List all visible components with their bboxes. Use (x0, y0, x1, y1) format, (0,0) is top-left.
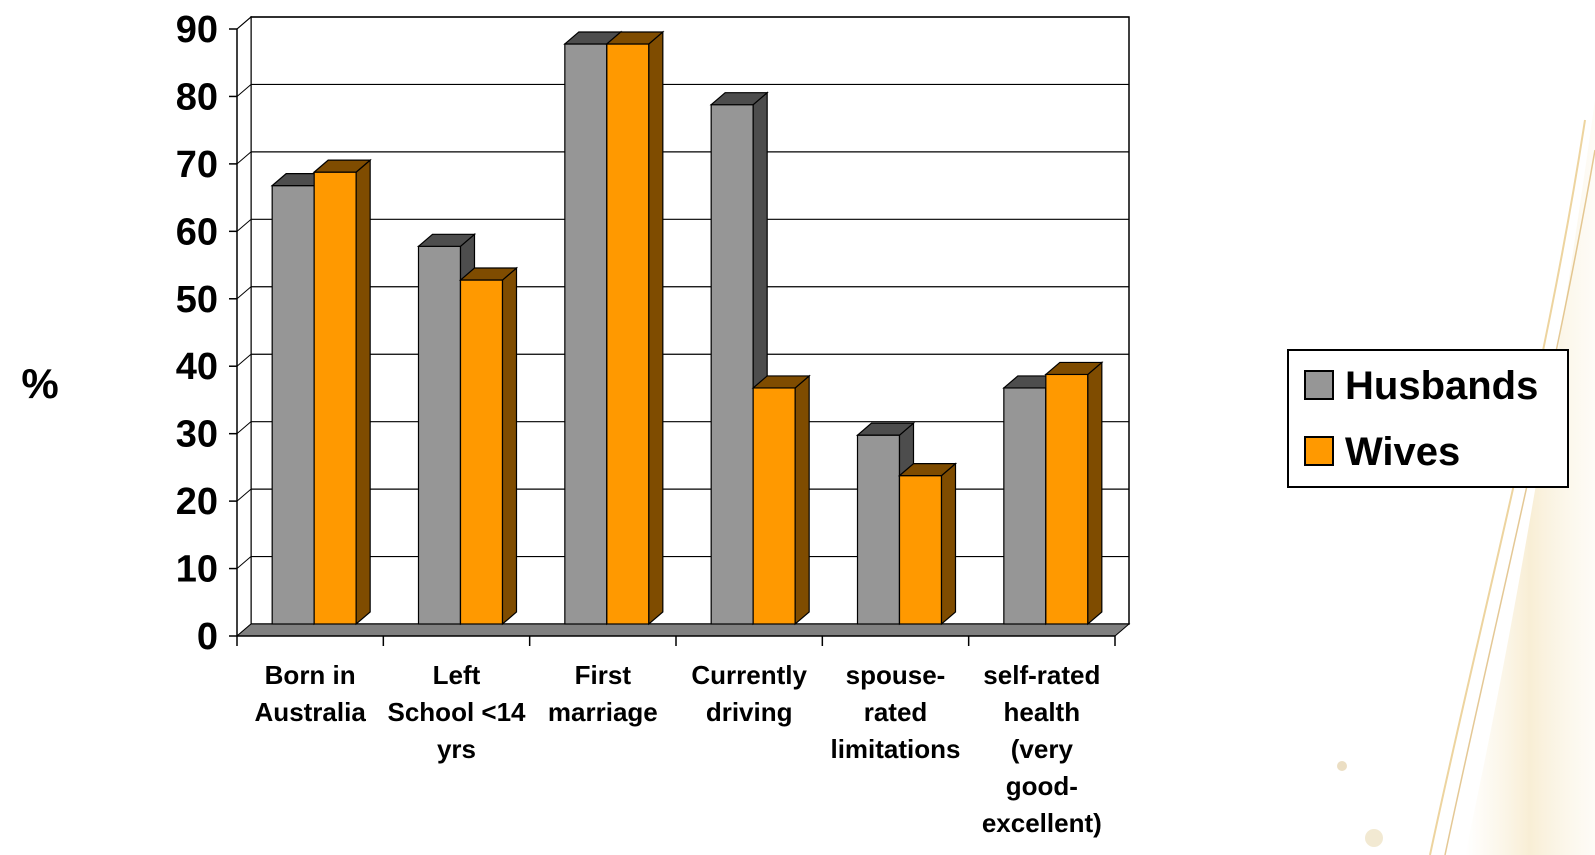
y-tick-label: 30 (176, 414, 218, 456)
gridline-side (236, 353, 252, 367)
bars (270, 30, 1104, 626)
plot-area (236, 15, 1130, 638)
side-wall (236, 15, 252, 638)
background-swoosh (1337, 100, 1595, 855)
legend-label: Wives (1345, 430, 1460, 474)
y-tick-label: 60 (176, 211, 218, 253)
x-tick-label: self-rated health (very good-excellent) (982, 660, 1102, 838)
bar-wives-2 (605, 30, 665, 626)
bar-wives-0 (312, 158, 372, 626)
y-tick-label: 80 (176, 76, 218, 118)
x-tick-label: spouse-rated limitations (830, 660, 960, 764)
gridlines (236, 16, 1129, 569)
y-tick-label: 0 (197, 616, 218, 658)
gridline-side (236, 84, 252, 97)
y-tick-labels: 0 10 20 30 40 50 60 70 80 90 (176, 9, 218, 658)
x-tick-labels: Born in Australia Left School <14 yrs First ma… (255, 660, 1102, 838)
y-axis-label: % (21, 360, 58, 407)
bar-wives-4 (897, 462, 958, 626)
back-wall (250, 16, 1130, 625)
legend-swatch (1304, 370, 1334, 400)
legend-box (1287, 349, 1569, 488)
bar-wives-3 (751, 374, 811, 626)
y-tick-label: 90 (176, 9, 218, 51)
legend: Husbands Wives (1287, 349, 1569, 488)
gridline-side (236, 488, 252, 502)
bar-wives-5 (1044, 361, 1104, 626)
x-tick-label: Left School <14 yrs (388, 660, 527, 764)
gridline-side (236, 151, 252, 165)
y-tick-label: 50 (176, 279, 218, 321)
y-tick-label: 40 (176, 346, 218, 388)
gridline-side (236, 16, 252, 30)
bar-wives-1 (458, 266, 519, 626)
x-tick-label: First marriage (548, 660, 658, 727)
y-tick-label: 70 (176, 144, 218, 186)
plot-floor (235, 623, 1131, 637)
gridline-side (236, 421, 252, 435)
gridline-side (236, 218, 252, 232)
legend-label: Husbands (1345, 364, 1538, 408)
gridline-side (236, 286, 252, 300)
x-tick-label: Born in Australia (255, 660, 367, 727)
axes (229, 28, 1116, 646)
legend-swatch (1304, 436, 1334, 466)
gridline-side (236, 556, 252, 569)
y-tick-label: 10 (176, 549, 218, 591)
floor-plane (235, 623, 1131, 637)
x-tick-label: Currently driving (691, 660, 807, 727)
y-tick-label: 20 (176, 481, 218, 523)
